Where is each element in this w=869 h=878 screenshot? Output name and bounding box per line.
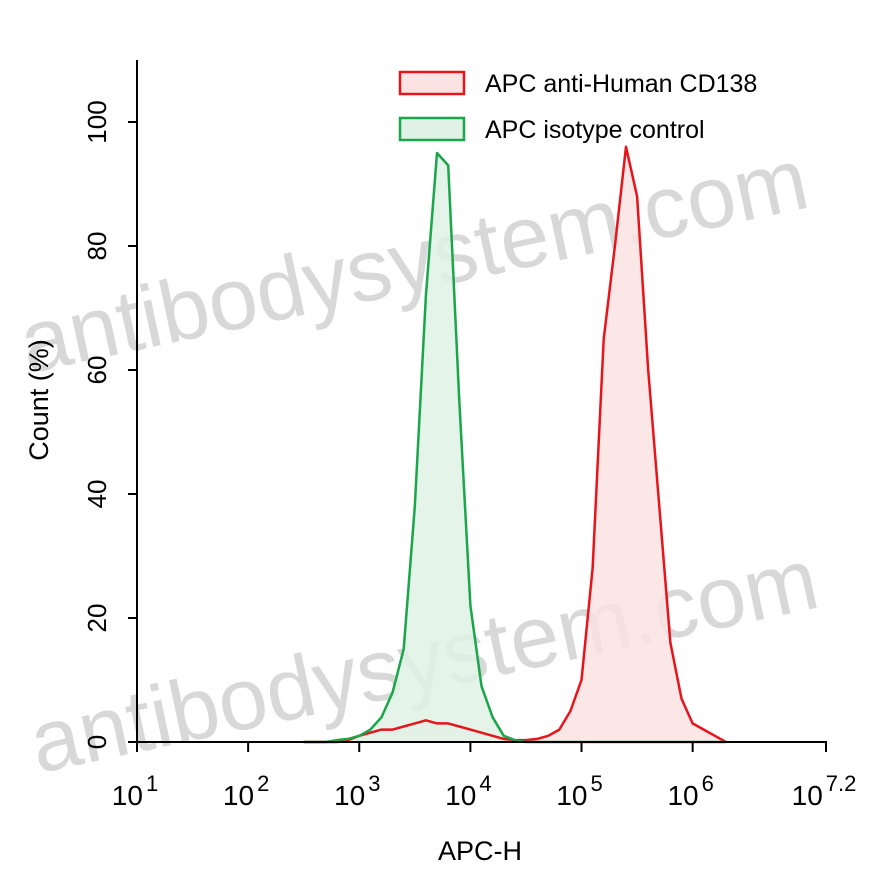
x-tick-exponent: 5	[590, 771, 602, 796]
y-tick-label: 60	[82, 356, 112, 385]
areas	[303, 146, 726, 743]
x-tick-exponent: 7.2	[826, 771, 857, 796]
y-tick-label: 40	[82, 480, 112, 509]
y-axis-label: Count (%)	[24, 339, 54, 461]
x-tick-base: 10	[445, 780, 476, 811]
x-tick-exponent: 4	[479, 771, 491, 796]
x-tick-base: 10	[112, 780, 143, 811]
y-tick-label: 20	[82, 604, 112, 633]
legend-swatch	[398, 116, 466, 142]
x-tick-label: 10 5	[556, 771, 602, 811]
x-tick-exponent: 2	[257, 771, 269, 796]
y-tick-label: 100	[82, 100, 112, 143]
x-tick-exponent: 3	[368, 771, 380, 796]
x-tick-label: 10 1	[112, 771, 158, 811]
legend-label: APC isotype control	[485, 116, 705, 144]
x-axis-label: APC-H	[438, 836, 522, 866]
x-tick-label: 10 7.2	[792, 771, 857, 811]
legend-label: APC anti-Human CD138	[485, 70, 757, 98]
series-area	[303, 153, 726, 742]
x-tick-base: 10	[556, 780, 587, 811]
y-tick-label: 80	[82, 232, 112, 261]
x-tick-base: 10	[223, 780, 254, 811]
x-tick-exponent: 1	[146, 771, 158, 796]
y-tick-label: 0	[82, 735, 112, 749]
x-tick-base: 10	[667, 780, 698, 811]
x-tick-exponent: 6	[702, 771, 714, 796]
series-area	[303, 146, 726, 743]
x-tick-label: 10 2	[223, 771, 269, 811]
x-tick-label: 10 4	[445, 771, 491, 811]
x-tick-base: 10	[334, 780, 365, 811]
x-tick-base: 10	[792, 780, 823, 811]
watermark: antibodysystem.com	[11, 128, 816, 392]
legend-swatch	[398, 70, 466, 96]
x-tick-label: 10 3	[334, 771, 380, 811]
x-tick-label: 10 6	[667, 771, 713, 811]
